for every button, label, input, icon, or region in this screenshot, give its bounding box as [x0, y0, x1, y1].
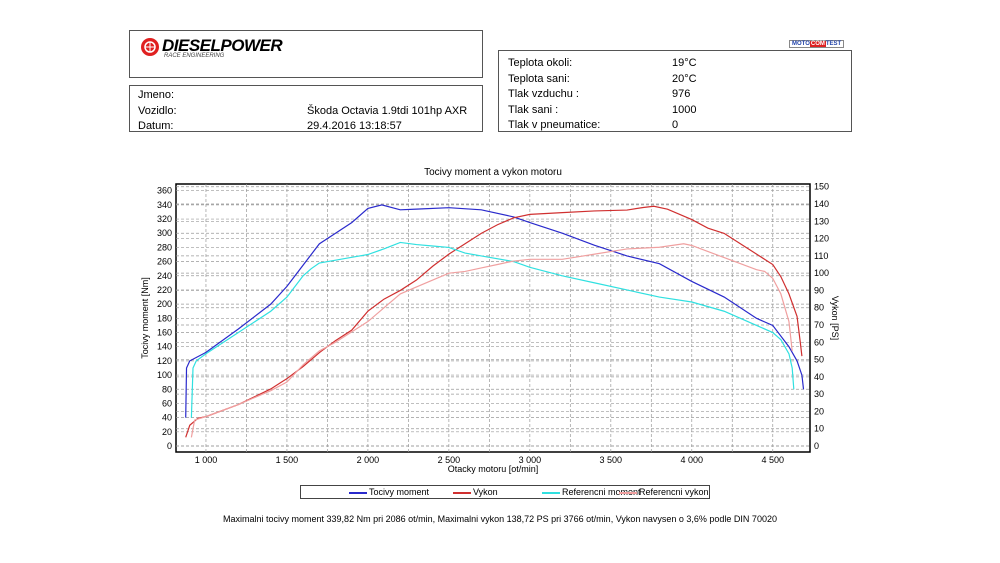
- series-line-vykon: [185, 205, 803, 438]
- y2-tick-label: 110: [814, 251, 828, 261]
- legend-label: Tocivy moment: [369, 487, 430, 497]
- y-tick-label: 160: [157, 328, 172, 338]
- y-tick-label: 180: [157, 313, 172, 323]
- y-tick-label: 360: [157, 186, 172, 196]
- y-tick-label: 60: [162, 398, 172, 408]
- legend-swatch: [619, 491, 637, 494]
- x-tick-label: 1 500: [276, 455, 299, 465]
- condition-field-value: 0: [672, 119, 679, 131]
- y-tick-label: 320: [157, 214, 172, 224]
- y-tick-label: 140: [157, 342, 172, 352]
- vehicle-info-box: [129, 85, 483, 132]
- x-tick-label: 1 000: [195, 455, 218, 465]
- y2-tick-label: 120: [814, 234, 829, 244]
- condition-field-value: 19°C: [672, 57, 697, 69]
- y2-tick-label: 150: [814, 182, 829, 192]
- condition-field-value: 976: [672, 88, 691, 100]
- vehicle-field-label: Vozidlo:: [138, 104, 177, 117]
- vehicle-field-label: Datum:: [138, 120, 174, 132]
- y2-tick-label: 60: [814, 337, 824, 347]
- logo-box: [129, 30, 483, 78]
- legend-swatch: [453, 491, 471, 494]
- y2-tick-label: 40: [814, 372, 824, 382]
- summary-text: Maximalni tocivy moment 339,82 Nm pri 20…: [223, 514, 777, 524]
- legend-swatch: [542, 491, 560, 494]
- condition-field-label: Teplota okoli:: [508, 57, 573, 69]
- condition-field-label: Teplota sani:: [508, 72, 570, 85]
- y-tick-label: 120: [157, 356, 172, 366]
- y-tick-label: 260: [157, 257, 172, 267]
- legend-item: Referencni vykon: [619, 487, 709, 497]
- x-tick-label: 4 000: [681, 455, 704, 465]
- condition-field-label: Tlak vzduchu :: [508, 88, 579, 100]
- series-line-referencni-moment: [190, 241, 795, 418]
- legend-item: Tocivy moment: [349, 487, 429, 497]
- y-tick-label: 340: [157, 200, 172, 210]
- x-tick-label: 4 500: [761, 455, 784, 465]
- y-tick-label: 300: [157, 228, 172, 238]
- y2-tick-label: 70: [814, 320, 824, 330]
- y2-tick-label: 10: [814, 424, 824, 434]
- x-tick-label: 2 000: [357, 455, 380, 465]
- legend-label: Referencni vykon: [639, 487, 709, 497]
- y2-tick-label: 20: [814, 406, 824, 416]
- vehicle-field-value: 29.4.2016 13:18:57: [307, 120, 402, 132]
- series-line-referencni-vykon: [190, 243, 793, 438]
- y-tick-label: 280: [157, 242, 172, 252]
- legend-label: Vykon: [473, 487, 498, 497]
- legend-item: Vykon: [453, 487, 498, 497]
- condition-field-label: Tlak sani :: [508, 103, 559, 116]
- condition-field-value: 1000: [672, 103, 697, 116]
- y2-tick-label: 100: [814, 268, 829, 278]
- dieselpower-logo: DIESELPOWER RACE ENGINEERING: [140, 36, 283, 62]
- series-line-tocivy-moment: [185, 204, 805, 418]
- y2-tick-label: 30: [814, 389, 824, 399]
- legend-item: Referencni moment: [542, 487, 641, 497]
- y-tick-label: 0: [167, 441, 172, 451]
- conditions-box: [498, 50, 852, 132]
- legend-label: Referencni moment: [562, 487, 641, 497]
- y2-tick-label: 90: [814, 285, 824, 295]
- y-axis-label: Tocivy moment [Nm]: [140, 277, 150, 359]
- x-axis-label: Otacky motoru [ot/min]: [448, 464, 539, 474]
- vehicle-field-value: Škoda Octavia 1.9tdi 101hp AXR: [307, 104, 468, 117]
- turbo-icon: [141, 38, 159, 56]
- x-tick-label: 2 500: [438, 455, 461, 465]
- chart-legend: Tocivy moment Vykon Referencni moment Refer…: [300, 485, 710, 499]
- y-tick-label: 240: [157, 271, 172, 281]
- y-tick-label: 80: [162, 384, 172, 394]
- condition-field-value: 20°C: [672, 72, 697, 85]
- chart-title: Tocivy moment a vykon motoru: [424, 167, 562, 178]
- x-tick-label: 3 000: [519, 455, 542, 465]
- y-tick-label: 40: [162, 413, 172, 423]
- y2-axis-label: Vykon [PS]: [830, 296, 840, 340]
- y2-tick-label: 140: [814, 199, 829, 209]
- y2-tick-label: 50: [814, 355, 824, 365]
- y-tick-label: 20: [162, 427, 172, 437]
- y-tick-label: 220: [157, 285, 172, 295]
- y-tick-label: 100: [157, 370, 172, 380]
- y2-tick-label: 0: [814, 441, 819, 451]
- legend-swatch: [349, 491, 367, 494]
- y-tick-label: 200: [157, 299, 172, 309]
- condition-field-label: Tlak v pneumatice:: [508, 119, 601, 131]
- y2-tick-label: 130: [814, 216, 829, 226]
- y2-tick-label: 80: [814, 303, 824, 313]
- motocomtest-logo: MOTOCOMTEST: [789, 40, 845, 48]
- x-tick-label: 3 500: [600, 455, 623, 465]
- vehicle-field-label: Jmeno:: [138, 89, 175, 101]
